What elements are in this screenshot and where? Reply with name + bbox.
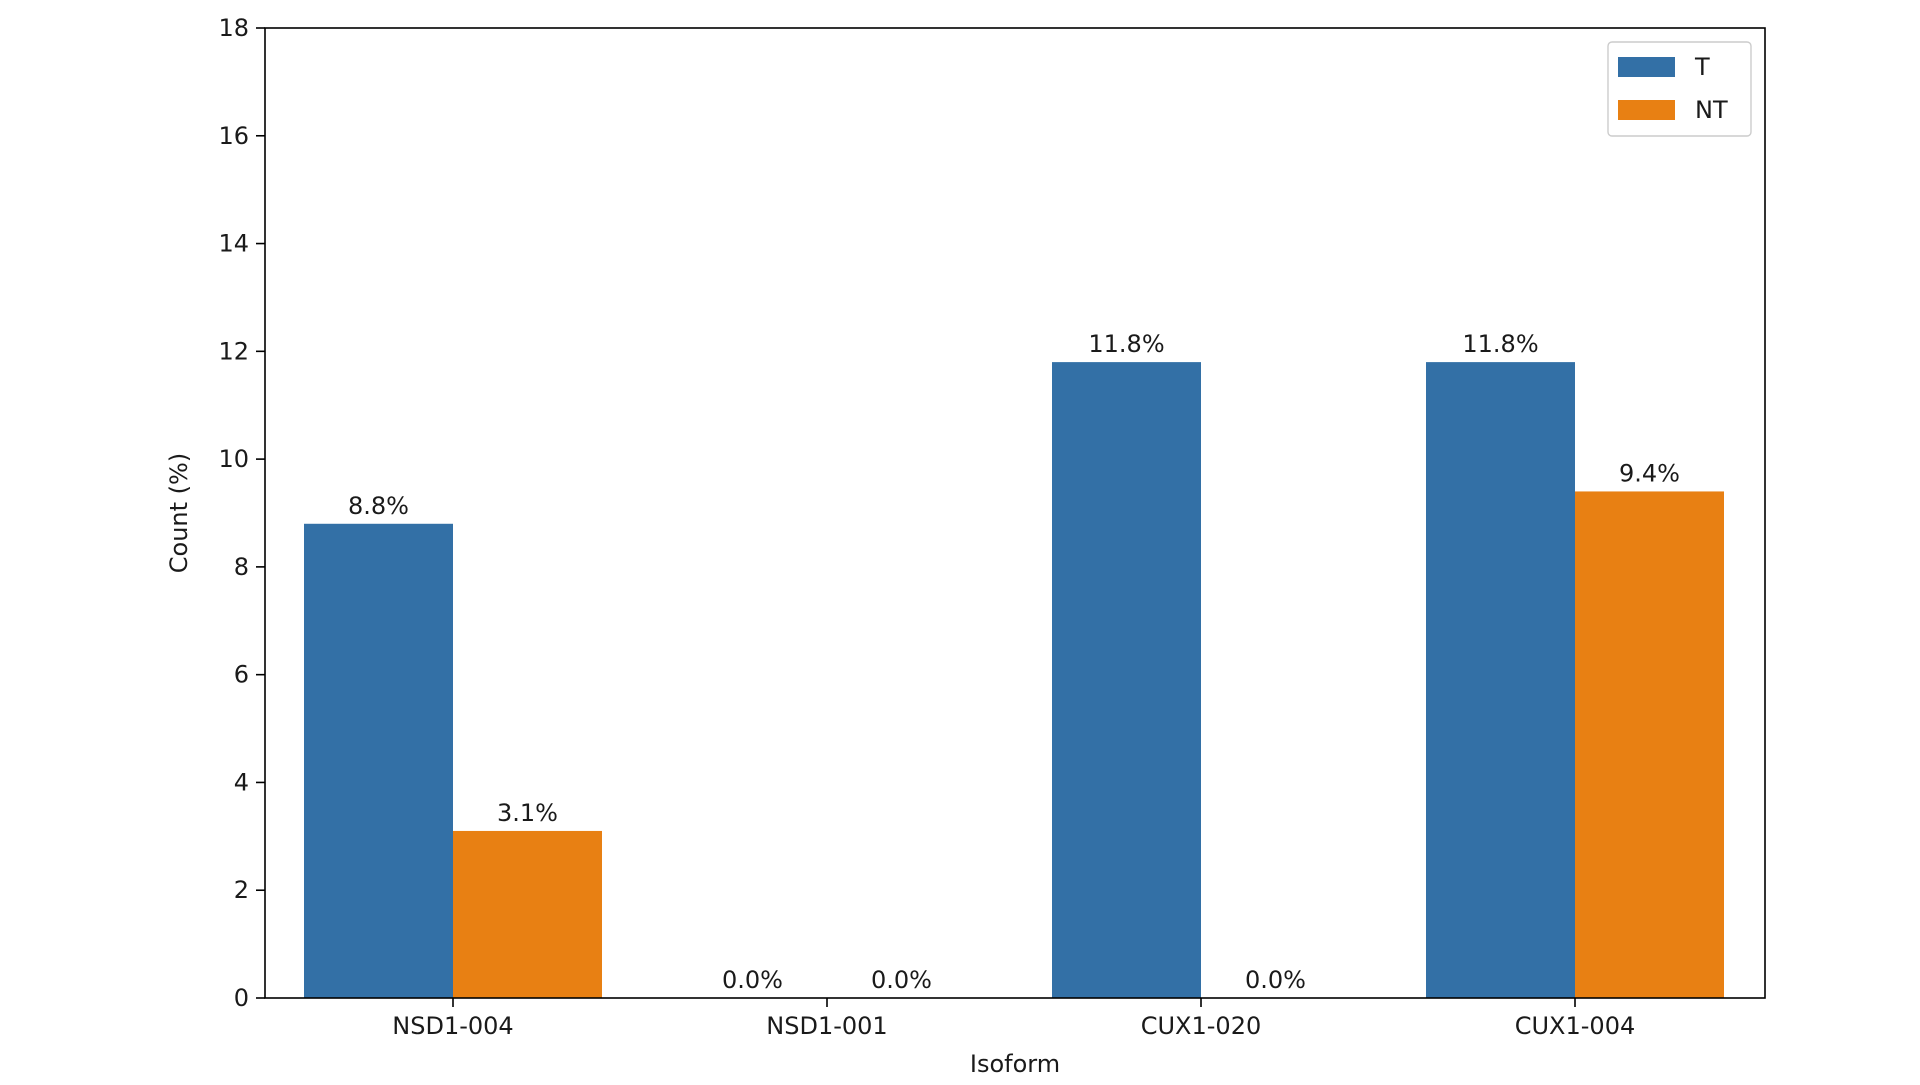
y-tick-label: 12: [218, 337, 249, 365]
bar-value-label: 0.0%: [871, 966, 932, 994]
bar-value-label: 11.8%: [1088, 330, 1164, 358]
bar-nt-cux1-004: [1575, 491, 1724, 998]
bar-nt-nsd1-004: [453, 830, 602, 998]
legend-label-t: T: [1694, 53, 1710, 81]
y-axis: 0 2 4 6 8 10 12 14 16 18: [218, 14, 265, 1012]
y-tick-label: 6: [234, 661, 249, 689]
bar-value-label: 9.4%: [1619, 459, 1680, 487]
bar-value-label: 0.0%: [1245, 966, 1306, 994]
legend: T NT: [1607, 41, 1752, 137]
y-tick-label: 14: [218, 230, 249, 258]
y-tick-label: 2: [234, 876, 249, 904]
x-axis-title: Isoform: [970, 1050, 1060, 1078]
x-tick-label: CUX1-004: [1515, 1012, 1636, 1040]
y-tick-label: 8: [234, 553, 249, 581]
bar-t-cux1-004: [1426, 362, 1575, 999]
x-tick-label: CUX1-020: [1141, 1012, 1262, 1040]
y-tick-label: 4: [234, 768, 249, 796]
legend-swatch-t: [1618, 57, 1675, 77]
bar-value-label: 8.8%: [348, 492, 409, 520]
bar-value-label: 0.0%: [722, 966, 783, 994]
legend-swatch-nt: [1618, 100, 1675, 120]
x-tick-label: NSD1-001: [766, 1012, 887, 1040]
x-axis: NSD1-004 NSD1-001 CUX1-020 CUX1-004: [392, 998, 1635, 1040]
bar-value-label: 3.1%: [497, 799, 558, 827]
y-tick-label: 10: [218, 445, 249, 473]
x-tick-label: NSD1-004: [392, 1012, 513, 1040]
bar-labels-layer: 8.8% 3.1% 0.0% 0.0% 11.8% 0.0% 11.8% 9.4%: [348, 330, 1680, 994]
bar-value-label: 11.8%: [1462, 330, 1538, 358]
y-tick-label: 18: [218, 14, 249, 42]
y-tick-label: 0: [234, 984, 249, 1012]
bar-t-cux1-020: [1052, 362, 1201, 999]
bars-layer: [304, 362, 1724, 999]
legend-box: [1607, 41, 1752, 137]
bar-t-nsd1-004: [304, 523, 453, 998]
y-axis-title: Count (%): [165, 453, 193, 573]
y-tick-label: 16: [218, 122, 249, 150]
plot-frame: [264, 27, 1766, 999]
legend-label-nt: NT: [1695, 96, 1728, 124]
